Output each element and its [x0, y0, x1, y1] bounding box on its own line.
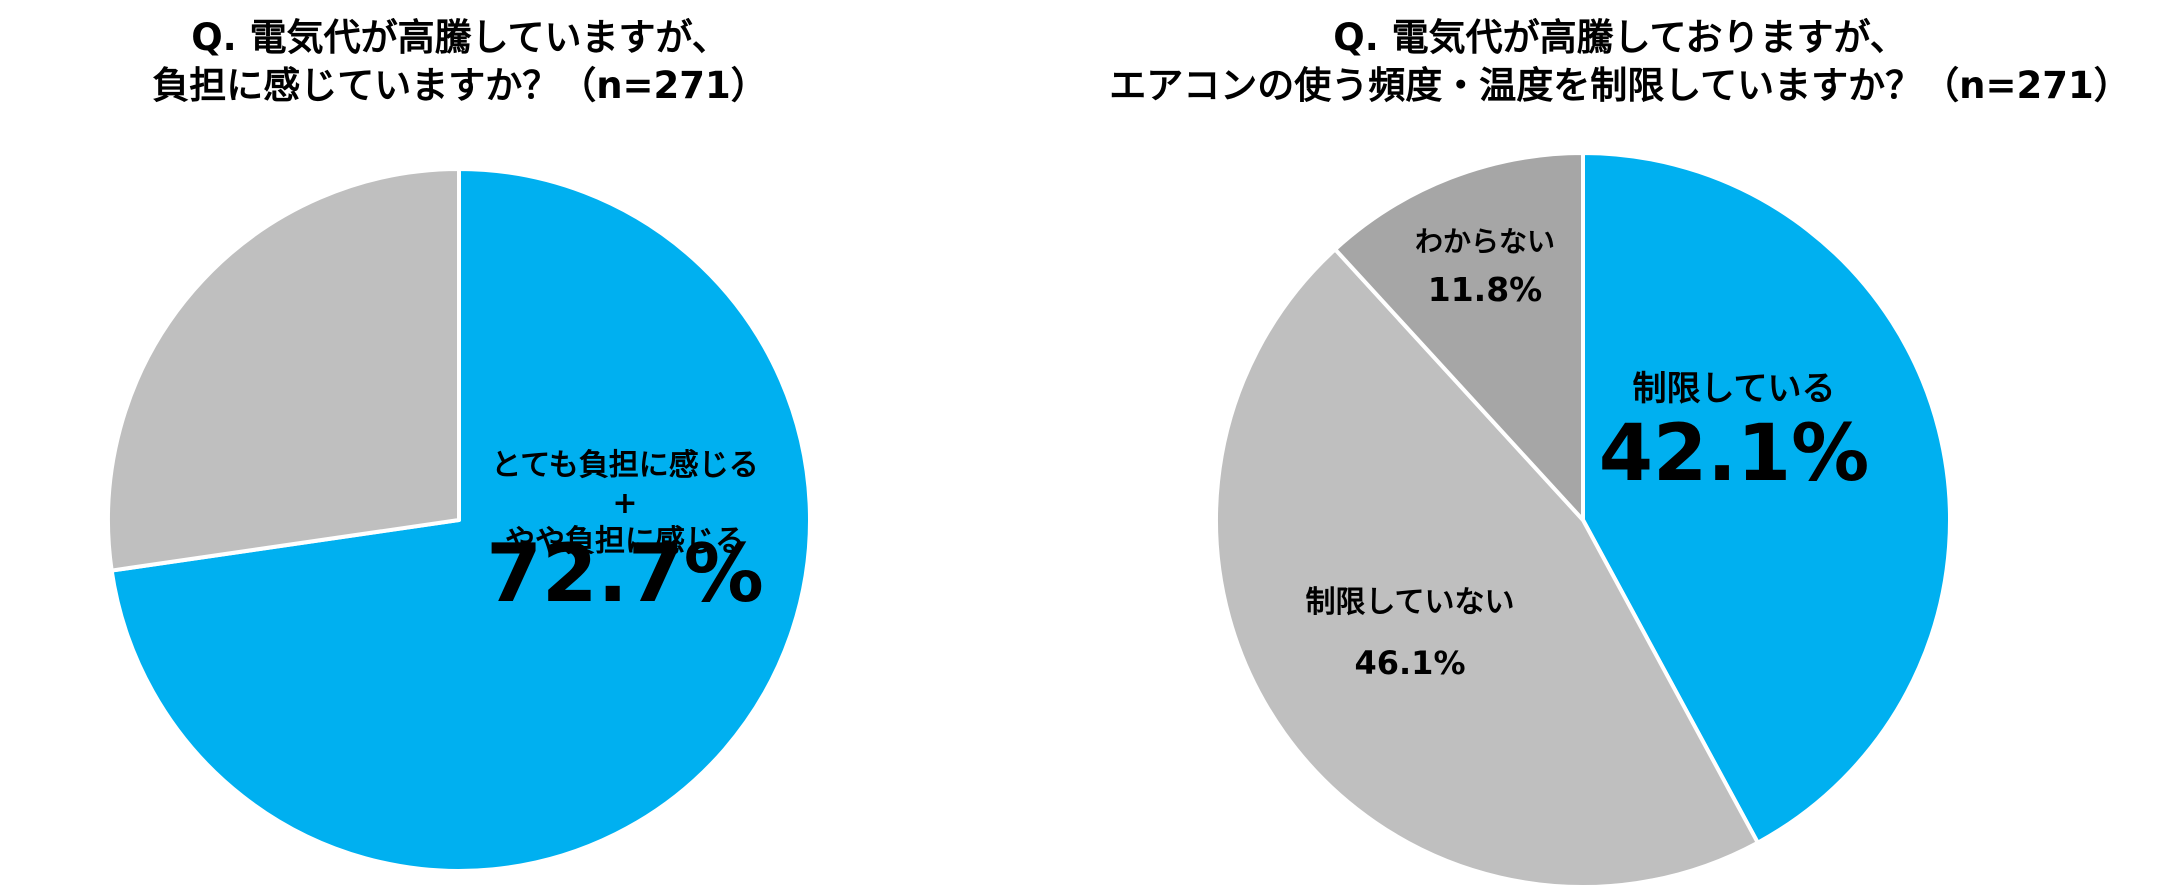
pie-slice — [1333, 151, 1585, 522]
pie-slice — [106, 167, 461, 573]
slice-label: 制限していない — [1305, 585, 1514, 620]
slice-value-label: 46.1% — [1354, 644, 1465, 682]
slice-label: とても負担に感じる — [491, 448, 759, 483]
slice-value-label: 11.8% — [1428, 270, 1543, 309]
chart-title-burden: Q. 電気代が高騰していますが、 負担に感じていますか？（n=271） — [90, 14, 830, 110]
title-line: Q. 電気代が高騰していますが、 — [191, 16, 729, 59]
title-line: エアコンの使う頻度・温度を制限していますか？（n=271） — [1109, 64, 2131, 107]
pie-slice — [1214, 247, 1760, 889]
title-line: Q. 電気代が高騰しておりますが、 — [1333, 16, 1907, 59]
slice-label: わからない — [1415, 225, 1555, 258]
slice-label: 制限している — [1633, 369, 1836, 409]
slice-value-label: 42.1% — [1599, 409, 1870, 499]
title-line: 負担に感じていますか？（n=271） — [152, 64, 768, 107]
pie-slice — [1581, 151, 1952, 845]
slice-label: やや負担に感じる — [505, 524, 745, 559]
slice-label: + — [612, 486, 637, 521]
slice-value-label: 72.7% — [486, 527, 764, 620]
chart-title-aircon-restriction: Q. 電気代が高騰しておりますが、 エアコンの使う頻度・温度を制限していますか？… — [1060, 14, 2180, 110]
